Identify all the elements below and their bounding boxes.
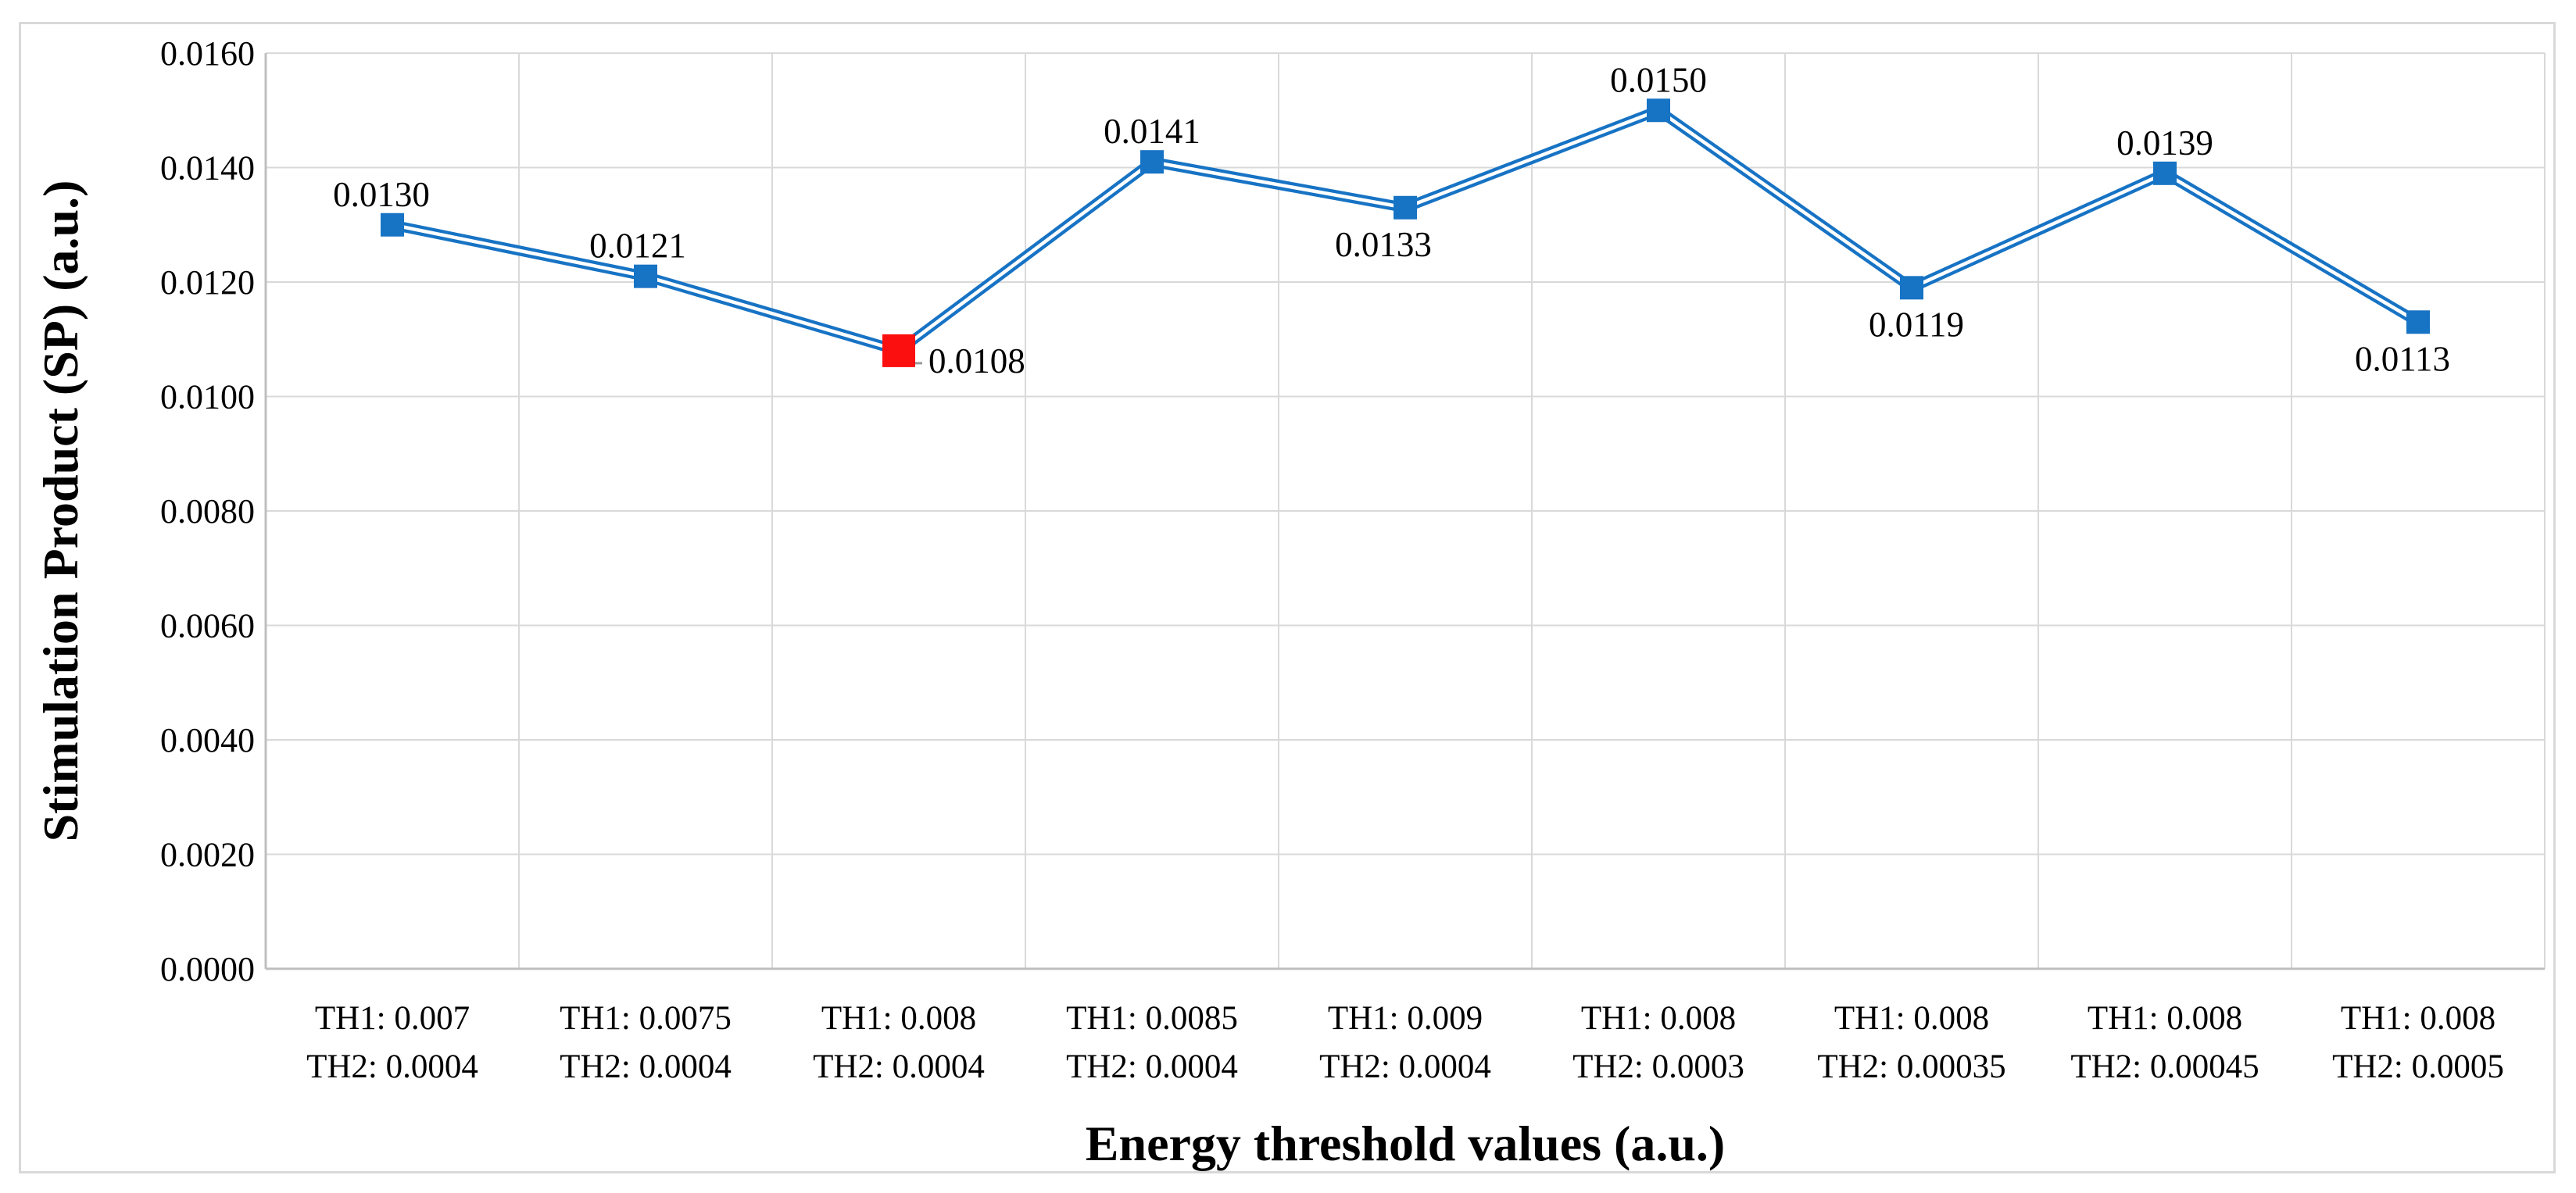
data-point-marker: [2153, 161, 2177, 185]
x-tick-label-th2: TH2: 0.0004: [813, 1048, 985, 1085]
x-tick-label-th1: TH1: 0.007: [315, 1000, 470, 1037]
y-tick-label: 0.0100: [160, 378, 255, 416]
x-tick-label-th1: TH1: 0.008: [1581, 1000, 1736, 1037]
y-tick-label: 0.0140: [160, 149, 255, 188]
series-line-core: [392, 223, 646, 278]
x-tick-label-th2: TH2: 0.0004: [1319, 1048, 1491, 1085]
y-tick-label: 0.0160: [160, 34, 255, 73]
data-point-marker: [1394, 195, 1417, 220]
data-point-marker-highlighted: [882, 334, 915, 367]
y-tick-label: 0.0080: [160, 492, 255, 530]
x-tick-label-th2: TH2: 0.0003: [1572, 1048, 1744, 1085]
y-tick-label: 0.0120: [160, 263, 255, 302]
y-tick-label: 0.0060: [160, 607, 255, 645]
series-line-core: [2163, 171, 2420, 324]
series-line-core: [897, 160, 1154, 352]
chart-border: [19, 22, 2556, 1173]
data-point-marker: [634, 264, 657, 288]
x-tick-label-th1: TH1: 0.008: [2341, 1000, 2496, 1037]
x-tick-label-th2: TH2: 0.0005: [2332, 1048, 2504, 1085]
x-tick-label-th1: TH1: 0.0085: [1066, 1000, 1238, 1037]
data-point-marker: [1647, 98, 1670, 123]
y-axis-title: Stimulation Product (SP) (a.u.): [33, 180, 88, 842]
x-tick-label-th2: TH2: 0.00035: [1817, 1048, 2005, 1085]
x-tick-label-th2: TH2: 0.0004: [560, 1048, 732, 1085]
x-tick-label-th1: TH1: 0.0075: [560, 1000, 732, 1037]
series-line-core: [1911, 171, 2166, 290]
series-line-core: [1657, 109, 1913, 290]
x-tick-label-th1: TH1: 0.008: [2088, 1000, 2242, 1037]
data-point-label: 0.0139: [2116, 123, 2213, 163]
x-tick-label-th1: TH1: 0.009: [1328, 1000, 1483, 1037]
data-point-label: 0.0141: [1104, 112, 1200, 151]
x-tick-label-th2: TH2: 0.00045: [2070, 1048, 2259, 1085]
x-tick-label-th1: TH1: 0.008: [821, 1000, 976, 1037]
x-tick-label-th2: TH2: 0.0004: [306, 1048, 478, 1085]
data-point-label: 0.0130: [333, 175, 430, 214]
data-point-label: 0.0133: [1335, 225, 1432, 264]
series-line-core: [645, 274, 900, 353]
data-point-marker: [1900, 276, 1923, 300]
series-line-core: [1404, 109, 1659, 209]
x-tick-label-th1: TH1: 0.008: [1834, 1000, 1989, 1037]
series-line-core: [1151, 159, 1406, 209]
x-axis-title: Energy threshold values (a.u.): [1085, 1116, 1726, 1171]
data-point-marker: [381, 213, 404, 237]
data-point-label: 0.0113: [2355, 339, 2450, 378]
data-point-marker: [1140, 150, 1164, 174]
y-tick-label: 0.0000: [160, 950, 255, 988]
data-point-label: 0.0108: [928, 341, 1025, 380]
y-tick-label: 0.0040: [160, 721, 255, 759]
data-point-label: 0.0121: [589, 227, 686, 266]
x-tick-label-th2: TH2: 0.0004: [1066, 1048, 1238, 1085]
data-point-label: 0.0119: [1869, 305, 1964, 344]
data-point-label: 0.0150: [1610, 60, 1707, 99]
data-point-marker: [2406, 310, 2430, 334]
y-tick-label: 0.0020: [160, 836, 255, 874]
